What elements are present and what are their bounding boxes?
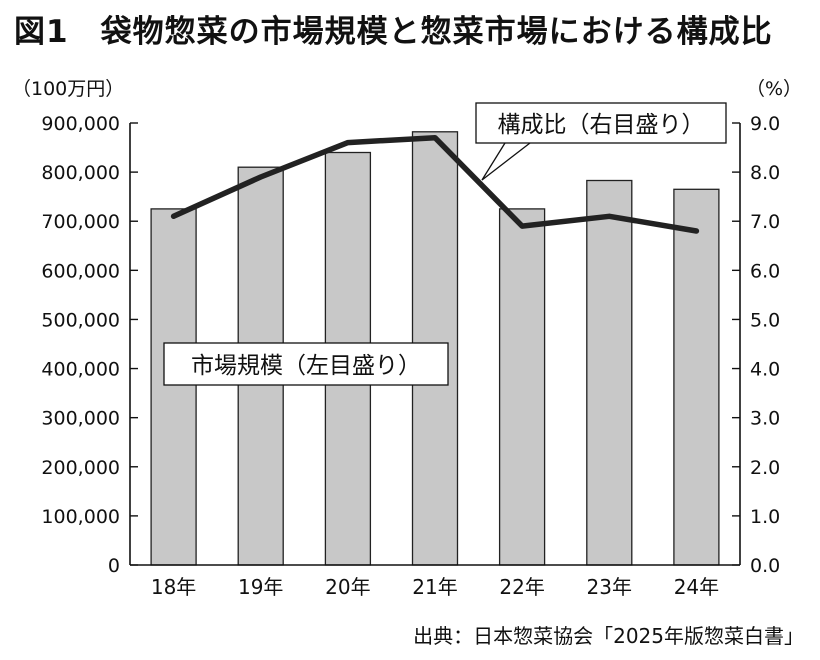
right-axis-tick-label: 5.0 (750, 309, 780, 331)
market-size-series-label: 市場規模（左目盛り） (191, 353, 421, 379)
x-axis-category-label: 23年 (587, 575, 632, 599)
right-axis-tick-label: 9.0 (750, 113, 780, 135)
left-axis-unit: （100万円） (12, 78, 125, 100)
right-axis-tick-label: 8.0 (750, 162, 780, 184)
market-size-bar (586, 179, 633, 566)
share-callout-box (475, 102, 727, 144)
left-axis-tick-label: 300,000 (41, 408, 120, 430)
right-axis-tick-label: 4.0 (750, 359, 780, 381)
right-axis-tick-label: 3.0 (750, 408, 780, 430)
right-axis-tick-label: 7.0 (750, 211, 780, 233)
left-axis-tick-label: 900,000 (41, 113, 120, 135)
left-axis-tick-label: 200,000 (41, 457, 120, 479)
chart-title: 図1 袋物惣菜の市場規模と惣菜市場における構成比 (14, 14, 773, 50)
right-axis-tick-label: 0.0 (750, 555, 780, 577)
left-axis-tick-label: 800,000 (41, 162, 120, 184)
left-axis-tick-label: 700,000 (41, 211, 120, 233)
right-axis-tick-label: 1.0 (750, 506, 780, 528)
left-axis-tick-label: 100,000 (41, 506, 120, 528)
market-size-callout-box (163, 342, 449, 386)
right-axis-tick-label: 6.0 (750, 260, 780, 282)
share-series-label: 構成比（右目盛り） (498, 112, 705, 138)
market-size-bar (150, 208, 197, 566)
right-axis-unit: （%） (745, 78, 802, 100)
x-axis-category-label: 24年 (674, 575, 719, 599)
source-note: 出典：日本惣菜協会「2025年版惣菜白書」 (413, 624, 804, 648)
share-callout-leader (481, 142, 506, 181)
x-axis-category-label: 22年 (499, 575, 544, 599)
x-axis-category-label: 20年 (325, 575, 370, 599)
left-axis-tick-label: 600,000 (41, 260, 120, 282)
x-axis-category-label: 18年 (151, 575, 196, 599)
market-size-bar (673, 188, 720, 566)
left-axis-tick-label: 400,000 (41, 359, 120, 381)
left-axis-tick-label: 0 (108, 555, 120, 577)
market-size-bar (498, 208, 546, 566)
x-axis-category-label: 19年 (238, 575, 283, 599)
share-line (170, 134, 700, 234)
left-axis-tick-label: 500,000 (41, 309, 120, 331)
x-axis-category-label: 21年 (412, 575, 457, 599)
share-callout-leader (481, 142, 531, 181)
right-axis-tick-label: 2.0 (750, 457, 780, 479)
